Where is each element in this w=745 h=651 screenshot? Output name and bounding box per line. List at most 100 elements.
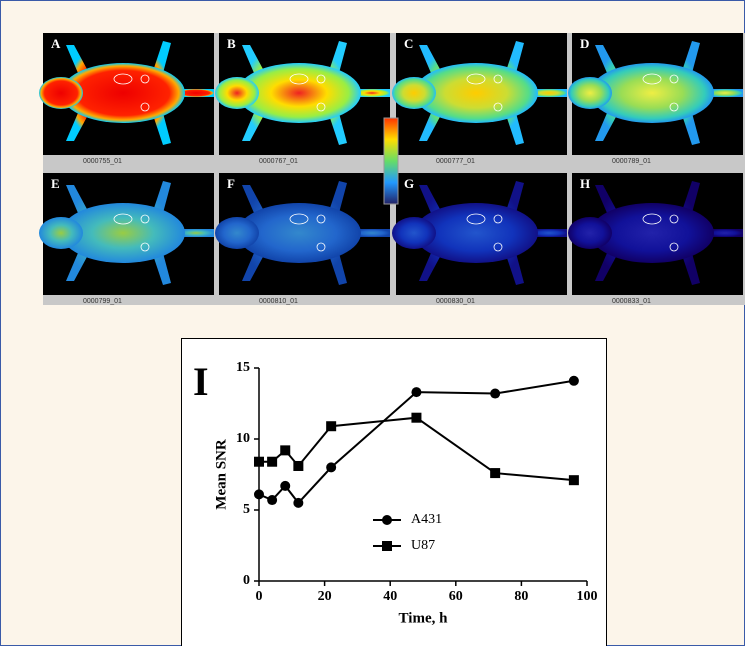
marker	[568, 475, 579, 486]
x-tick-label: 100	[577, 589, 598, 604]
mouse-legs	[595, 181, 700, 285]
mouse-tail	[354, 229, 390, 237]
panel-label: G	[404, 176, 414, 191]
y-axis-title: Mean SNR	[213, 439, 229, 510]
panel: D 0000789_01	[568, 33, 743, 165]
mouse-body	[237, 203, 361, 263]
chart: 0 20 40 60 80 100 0 5 10 15 Time, h Mean SNR I A431 U8…	[193, 359, 598, 626]
roi	[669, 102, 679, 112]
mouse-head	[215, 217, 259, 249]
legend-marker	[382, 541, 392, 551]
roi	[113, 213, 133, 225]
panel-caption: 0000810_01	[259, 298, 298, 305]
marker	[568, 375, 579, 386]
y-tick-label: 5	[243, 502, 250, 517]
mouse-legs	[419, 41, 524, 145]
roi	[669, 74, 679, 84]
mouse-head	[392, 77, 436, 109]
mouse-legs	[419, 181, 524, 285]
marker	[411, 387, 422, 398]
mouse-legs	[66, 41, 171, 145]
panel-caption: 0000789_01	[612, 158, 651, 165]
marker	[490, 388, 501, 399]
roi	[316, 242, 326, 252]
mouse-head	[392, 217, 436, 249]
panel-label: H	[580, 176, 590, 191]
panel: G 0000830_01	[392, 173, 567, 305]
mouse-tail	[178, 229, 214, 237]
x-tick-label: 80	[514, 589, 528, 604]
mouse-tail	[354, 89, 390, 97]
panel-label: C	[404, 36, 413, 51]
panel-label: A	[51, 36, 61, 51]
marker	[267, 495, 278, 506]
y-tick-label: 10	[236, 431, 250, 446]
panel: E 0000799_01	[39, 173, 214, 305]
roi	[316, 102, 326, 112]
mouse-tail	[707, 89, 743, 97]
mouse-legs	[242, 41, 347, 145]
marker	[280, 445, 291, 456]
marker	[490, 468, 501, 479]
panel: F 0000810_01	[215, 173, 390, 305]
x-tick-label: 40	[383, 589, 397, 604]
mouse-head	[39, 217, 83, 249]
roi	[140, 214, 150, 224]
x-tick-label: 0	[256, 589, 263, 604]
roi	[669, 242, 679, 252]
roi	[140, 74, 150, 84]
mouse-tail	[531, 89, 567, 97]
panel-label: F	[227, 176, 235, 191]
mouse-head	[568, 217, 612, 249]
roi	[113, 73, 133, 85]
mouse-head	[215, 77, 259, 109]
marker	[326, 421, 337, 432]
mouse-body	[61, 63, 185, 123]
marker	[411, 412, 422, 423]
marker	[326, 462, 337, 473]
legend-label: A431	[411, 512, 442, 527]
panel: C 0000777_01	[392, 33, 567, 165]
mouse-tail	[531, 229, 567, 237]
panel-label: D	[580, 36, 589, 51]
mouse-body	[414, 203, 538, 263]
mouse-tail	[178, 89, 214, 97]
marker	[254, 456, 264, 467]
panel: B 0000767_01	[215, 33, 390, 165]
mouse-tail	[707, 229, 743, 237]
marker	[267, 456, 278, 467]
legend-marker	[382, 515, 392, 525]
chart-frame	[181, 338, 607, 649]
series: A431	[254, 375, 579, 527]
image-panels: A 0000755_01 B 0000767_01 C 0000777_01 D 000078…	[39, 33, 743, 305]
mouse-legs	[242, 181, 347, 285]
panel-caption: 0000777_01	[436, 158, 475, 165]
marker	[280, 480, 291, 491]
panel-caption: 0000767_01	[259, 158, 298, 165]
roi	[466, 73, 486, 85]
roi	[493, 102, 503, 112]
series: U87	[254, 412, 579, 553]
panel: A 0000755_01	[39, 33, 214, 165]
panel-label: I	[193, 359, 209, 404]
mouse-body	[414, 63, 538, 123]
mouse-body	[590, 203, 714, 263]
mouse-legs	[66, 181, 171, 285]
mouse-body	[61, 203, 185, 263]
y-tick-label: 15	[236, 360, 250, 375]
roi	[642, 73, 662, 85]
roi	[316, 214, 326, 224]
mouse-body	[590, 63, 714, 123]
marker	[293, 497, 304, 508]
roi	[493, 242, 503, 252]
panel: H 0000833_01	[568, 173, 743, 305]
x-tick-label: 60	[449, 589, 463, 604]
legend-label: U87	[411, 538, 435, 553]
panel-caption: 0000799_01	[83, 298, 122, 305]
roi	[493, 214, 503, 224]
color-scale	[383, 117, 399, 205]
roi	[466, 213, 486, 225]
marker	[293, 460, 304, 471]
